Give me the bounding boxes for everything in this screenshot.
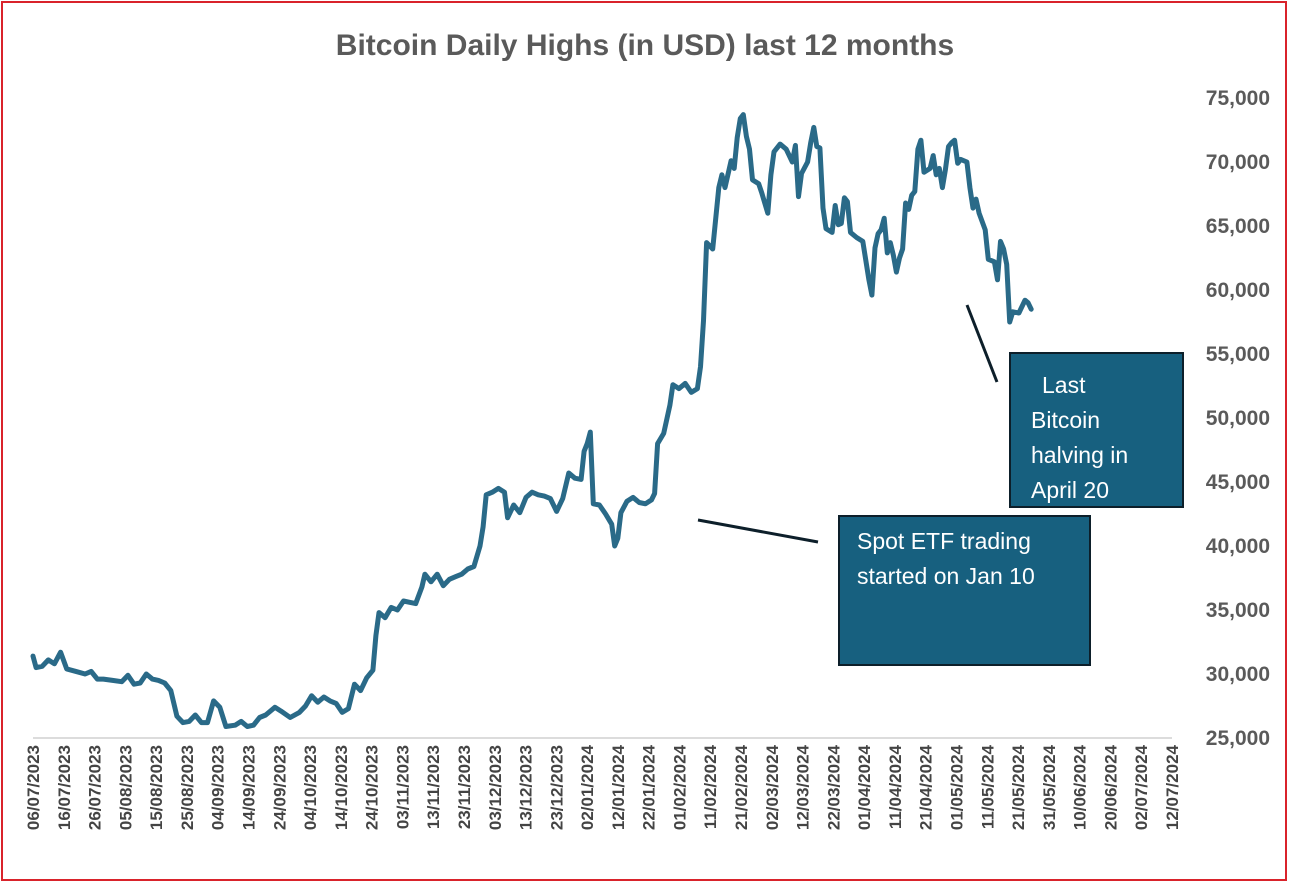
x-tick-label: 06/07/2023 xyxy=(24,745,43,830)
x-tick-label: 22/03/2024 xyxy=(824,744,843,830)
x-tick-label: 13/11/2023 xyxy=(424,745,443,829)
x-tick-label: 03/12/2023 xyxy=(486,745,505,830)
callout-pointer-halving xyxy=(965,304,999,383)
y-tick-label: 50,000 xyxy=(1206,407,1270,430)
y-tick-label: 60,000 xyxy=(1206,279,1270,302)
x-tick-label: 21/02/2024 xyxy=(732,744,751,830)
etf-callout-line-1: Spot ETF trading xyxy=(857,528,1031,554)
x-tick-label: 21/05/2024 xyxy=(1009,744,1028,830)
halving-callout-line-3: halving in xyxy=(1031,442,1129,468)
x-tick-label: 01/02/2024 xyxy=(670,744,689,830)
x-tick-label: 02/03/2024 xyxy=(763,744,782,830)
x-tick-label: 14/09/2023 xyxy=(239,745,258,830)
halving-callout-line-4: April 20 xyxy=(1031,477,1109,503)
x-tick-label: 04/10/2023 xyxy=(301,745,320,830)
x-tick-label: 01/05/2024 xyxy=(948,744,967,830)
x-tick-label: 04/09/2023 xyxy=(209,745,228,830)
y-tick-label: 25,000 xyxy=(1206,727,1270,750)
halving-callout-line-2: Bitcoin xyxy=(1031,407,1101,433)
x-tick-label: 23/11/2023 xyxy=(455,745,474,829)
x-tick-label: 24/09/2023 xyxy=(270,745,289,830)
y-tick-label: 55,000 xyxy=(1206,343,1270,366)
x-tick-label: 05/08/2023 xyxy=(116,745,135,830)
x-tick-label: 31/05/2024 xyxy=(1040,744,1059,830)
series-line-bitcoin-high xyxy=(30,112,1034,729)
y-tick-label: 45,000 xyxy=(1206,471,1270,494)
y-tick-label: 40,000 xyxy=(1206,535,1270,558)
x-tick-label: 21/04/2024 xyxy=(917,744,936,830)
x-tick-label: 11/04/2024 xyxy=(886,744,905,829)
halving-callout: Last Bitcoin halving in April 20 xyxy=(1009,352,1184,508)
x-axis-ticks: 06/07/2023 16/07/2023 26/07/2023 05/08/2023… xyxy=(24,744,1182,830)
x-tick-label: 11/05/2024 xyxy=(978,744,997,829)
x-tick-label: 12/03/2024 xyxy=(794,744,813,830)
halving-callout-line-1: Last xyxy=(1042,372,1086,398)
y-tick-label: 30,000 xyxy=(1206,663,1270,686)
x-tick-label: 16/07/2023 xyxy=(55,745,74,830)
x-tick-label: 02/01/2024 xyxy=(578,744,597,830)
etf-callout: Spot ETF trading started on Jan 10 xyxy=(838,515,1091,666)
x-tick-label: 24/10/2023 xyxy=(363,745,382,830)
y-tick-label: 35,000 xyxy=(1206,599,1270,622)
x-tick-label: 22/01/2024 xyxy=(640,744,659,830)
x-tick-label: 10/06/2024 xyxy=(1071,744,1090,830)
x-tick-label: 03/11/2023 xyxy=(393,745,412,829)
x-tick-label: 25/08/2023 xyxy=(178,745,197,830)
x-tick-label: 01/04/2024 xyxy=(855,744,874,830)
x-tick-label: 14/10/2023 xyxy=(332,745,351,830)
x-tick-label: 13/12/2023 xyxy=(517,745,536,830)
callout-pointer-etf xyxy=(697,518,819,544)
y-axis-ticks: 25,000 30,000 35,000 40,000 45,000 50,000 55,0… xyxy=(1206,87,1270,750)
x-tick-label: 26/07/2023 xyxy=(86,745,105,830)
x-tick-label: 02/07/2024 xyxy=(1132,744,1151,830)
y-tick-label: 70,000 xyxy=(1206,151,1270,174)
y-tick-label: 65,000 xyxy=(1206,215,1270,238)
y-tick-label: 75,000 xyxy=(1206,87,1270,110)
x-tick-label: 12/07/2024 xyxy=(1163,744,1182,830)
chart-title: Bitcoin Daily Highs (in USD) last 12 mon… xyxy=(336,29,954,62)
x-tick-label: 15/08/2023 xyxy=(147,745,166,830)
x-tick-label: 20/06/2024 xyxy=(1101,744,1120,830)
x-tick-label: 11/02/2024 xyxy=(701,744,720,829)
x-tick-label: 23/12/2023 xyxy=(547,745,566,830)
etf-callout-line-2: started on Jan 10 xyxy=(857,563,1035,589)
x-tick-label: 12/01/2024 xyxy=(609,744,628,830)
